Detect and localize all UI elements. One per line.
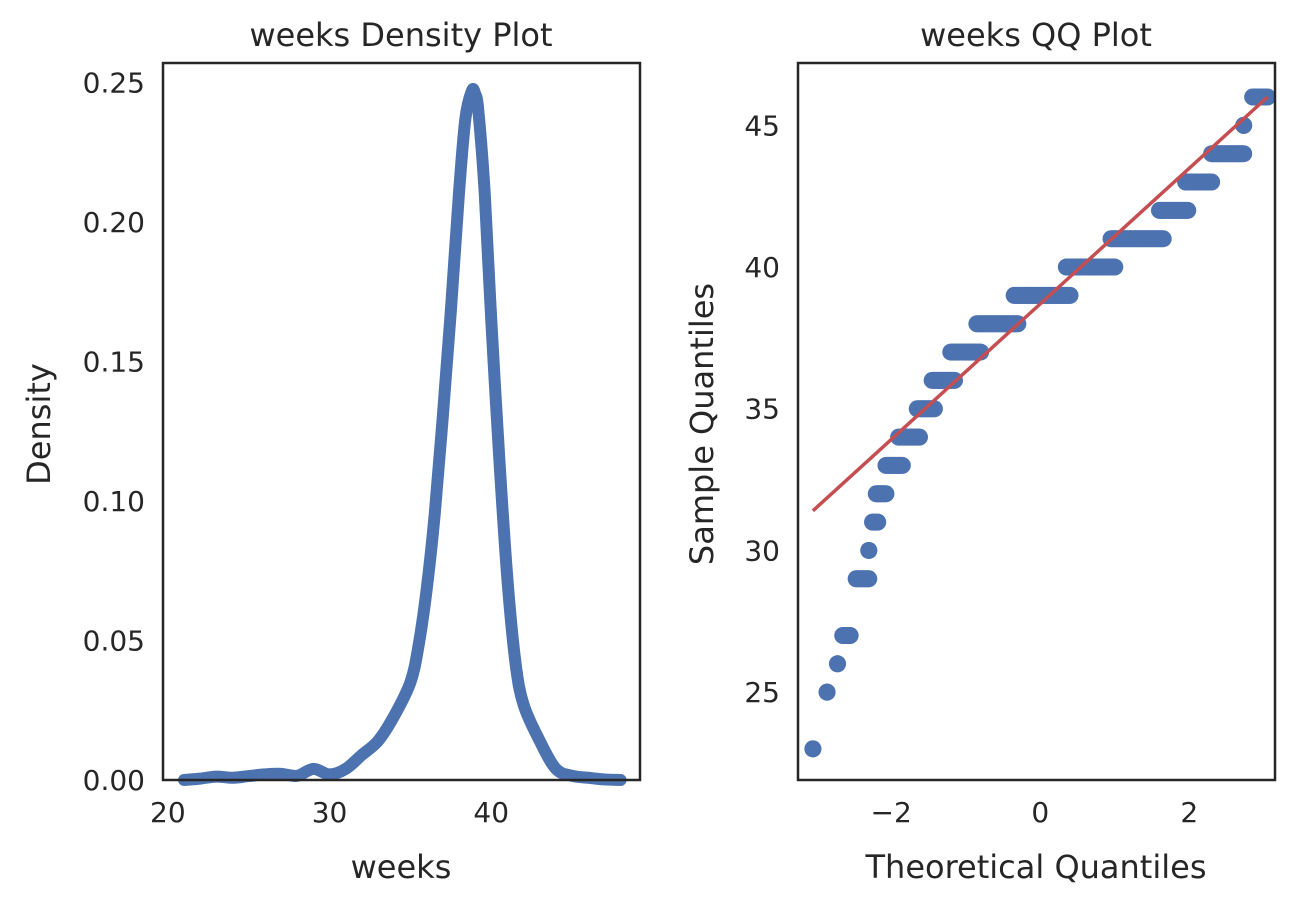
density-x-axis-label: weeks — [351, 848, 452, 886]
qq-point — [925, 400, 943, 418]
density-x-tick-label: 30 — [312, 796, 348, 829]
qq-y-tick-label: 35 — [744, 393, 780, 426]
qq-point — [818, 683, 836, 701]
density-y-axis-label: Density — [20, 363, 58, 485]
qq-point — [1179, 201, 1197, 219]
qq-point — [804, 740, 822, 758]
density-y-tick-label: 0.15 — [83, 346, 145, 379]
qq-point — [860, 541, 878, 559]
density-x-tick-label: 40 — [473, 796, 509, 829]
qq-point — [1106, 258, 1124, 276]
qq-y-tick-label: 25 — [744, 676, 780, 709]
qq-point — [910, 428, 928, 446]
density-plot-frame — [161, 61, 642, 782]
density-y-tick-label: 0.10 — [83, 485, 145, 518]
qq-y-tick-label: 30 — [744, 534, 780, 567]
qq-y-tick-label: 45 — [744, 109, 780, 142]
qq-plot-title: weeks QQ Plot — [920, 16, 1152, 54]
qq-y-tick-label: 40 — [744, 251, 780, 284]
qq-plot-panel: weeks QQ Plot −2 0 2 25 30 35 40 45 Theoretica… — [683, 16, 1277, 886]
qq-point — [1203, 173, 1221, 191]
qq-point — [841, 626, 859, 644]
qq-x-tick-label: 0 — [1031, 796, 1049, 829]
density-y-tick-label: 0.00 — [83, 764, 145, 797]
qq-point — [1154, 230, 1172, 248]
qq-plot-frame — [796, 61, 1277, 782]
qq-point — [1061, 286, 1079, 304]
density-y-tick-label: 0.05 — [83, 625, 145, 658]
density-curve — [178, 83, 627, 786]
density-x-ticks: 20 30 40 — [150, 796, 509, 829]
density-y-tick-label: 0.20 — [83, 206, 145, 239]
qq-plot-area — [804, 88, 1275, 758]
qq-y-axis-label: Sample Quantiles — [683, 283, 721, 565]
qq-point — [877, 485, 895, 503]
density-y-ticks: 0.00 0.05 0.10 0.15 0.20 0.25 — [83, 67, 145, 797]
density-plot-title: weeks Density Plot — [249, 16, 552, 54]
qq-x-tick-label: −2 — [871, 796, 912, 829]
density-plot-panel: weeks Density Plot 20 30 40 0.000.050.100.… — [20, 16, 642, 886]
qq-x-ticks: −2 0 2 — [871, 796, 1199, 829]
density-plot-area — [178, 83, 627, 786]
qq-reference-line — [811, 95, 1269, 513]
qq-point — [829, 655, 847, 673]
qq-x-axis-label: Theoretical Quantiles — [865, 848, 1207, 886]
qq-y-ticks: 25 30 35 40 45 — [744, 109, 780, 709]
density-x-tick-label: 20 — [150, 796, 186, 829]
qq-point — [1235, 145, 1253, 163]
qq-x-tick-label: 2 — [1180, 796, 1198, 829]
qq-point — [860, 570, 878, 588]
qq-point — [869, 513, 887, 531]
density-y-tick-label: 0.25 — [83, 67, 145, 100]
qq-point — [893, 456, 911, 474]
